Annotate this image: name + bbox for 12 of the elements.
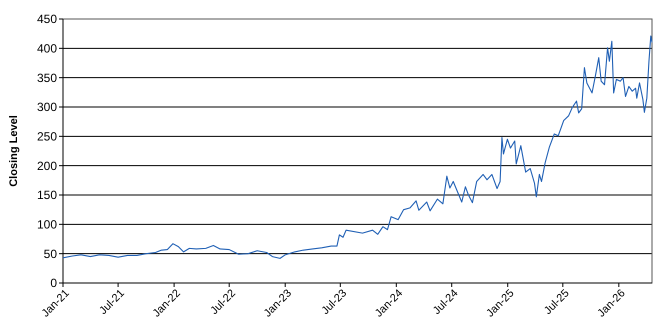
y-tick-label: 450 [36,12,58,26]
y-tick-label: 400 [36,42,58,56]
y-axis-title: Closing Level [8,115,20,187]
y-tick-label: 100 [36,218,58,232]
y-tick-label: 200 [36,158,58,173]
y-tick-label: 150 [36,188,58,202]
y-tick-label: 300 [36,100,58,114]
y-tick-label: 0 [50,276,58,290]
line-series [62,35,653,259]
y-tick-label: 50 [44,246,58,261]
y-tick-label: 250 [36,130,58,144]
y-tick-label: 350 [36,70,58,85]
